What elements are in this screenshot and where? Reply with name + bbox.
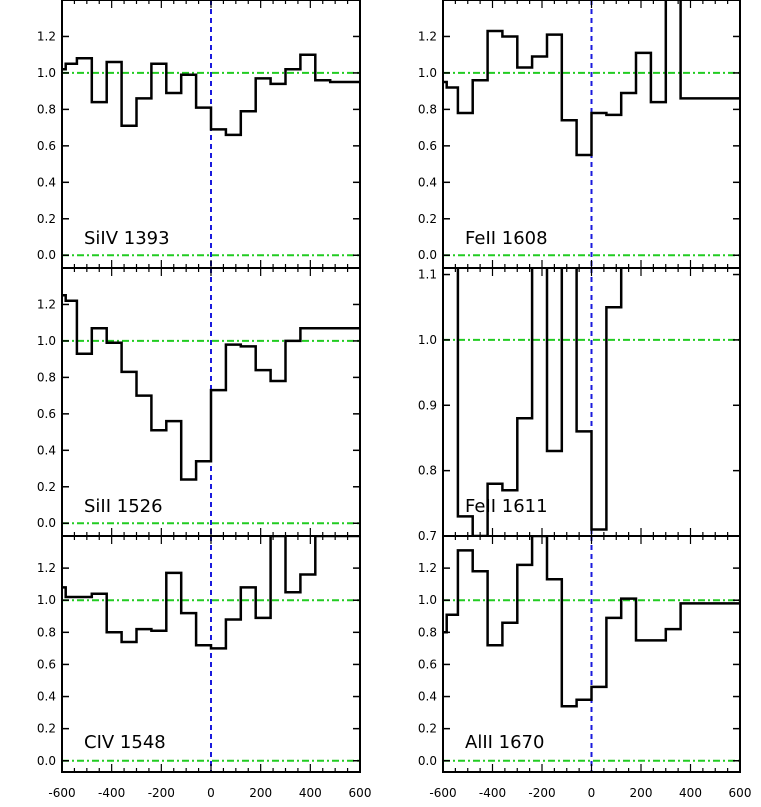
y-tick-label: 0.9 bbox=[418, 398, 437, 412]
x-tick-label: -200 bbox=[528, 786, 555, 800]
x-tick-label: -400 bbox=[479, 786, 506, 800]
x-tick-label: 600 bbox=[729, 786, 752, 800]
panel-label: AlII 1670 bbox=[465, 732, 544, 753]
y-tick-label: 0.6 bbox=[418, 657, 437, 671]
panel-4: 0.7 0.8 0.9 1.0 1.1 FeII 1611 bbox=[418, 267, 741, 543]
panel-label: SiII 1526 bbox=[84, 496, 163, 517]
y-tick-label: 0.6 bbox=[418, 139, 437, 153]
y-tick-label: 0.2 bbox=[37, 722, 56, 736]
y-tick-label: 1.0 bbox=[37, 334, 56, 348]
y-tick-label: 0.4 bbox=[418, 690, 437, 704]
spectrum-line bbox=[443, 0, 740, 157]
y-tick-label: 1.0 bbox=[37, 66, 56, 80]
y-tick-label: 0.4 bbox=[37, 690, 56, 704]
spectrum-line bbox=[62, 536, 360, 650]
x-tick-label: -600 bbox=[48, 786, 75, 800]
y-tick-label: 0.8 bbox=[418, 102, 437, 116]
panel-label: FeII 1608 bbox=[465, 228, 548, 249]
x-tick-label: 400 bbox=[679, 786, 702, 800]
panel-3: 0.0 0.2 0.4 0.6 0.8 1.0 1.2 SiII 1526 bbox=[37, 267, 361, 537]
y-tick-label: 0.6 bbox=[37, 407, 56, 421]
spectrum-line bbox=[62, 53, 360, 137]
y-tick-label: 0.8 bbox=[37, 370, 56, 384]
y-tick-label: 1.2 bbox=[37, 297, 56, 311]
x-tick-label: -200 bbox=[148, 786, 175, 800]
spectrum-line bbox=[62, 294, 360, 481]
panel-6: 0.0 0.2 0.4 0.6 0.8 1.0 1.2 -600 -400 -200 0 200 400… bbox=[418, 535, 752, 800]
y-tick-label: 1.2 bbox=[37, 561, 56, 575]
y-tick-label: 1.2 bbox=[418, 29, 437, 43]
y-tick-label: 0.0 bbox=[37, 248, 56, 262]
y-tick-label: 0.2 bbox=[418, 212, 437, 226]
spectrum-line bbox=[443, 536, 740, 708]
panel-2: 0.0 0.2 0.4 0.6 0.8 1.0 1.2 FeII 1608 bbox=[418, 0, 741, 269]
y-tick-label: 0.0 bbox=[37, 754, 56, 768]
x-tick-label: 200 bbox=[249, 786, 272, 800]
y-tick-label: 1.0 bbox=[37, 593, 56, 607]
y-tick-label: 0.4 bbox=[37, 443, 56, 457]
y-tick-label: 0.0 bbox=[418, 248, 437, 262]
x-tick-label: -600 bbox=[429, 786, 456, 800]
y-tick-label: 0.7 bbox=[418, 529, 437, 543]
y-tick-label: 1.0 bbox=[418, 593, 437, 607]
panel-1: 0.0 0.2 0.4 0.6 0.8 1.0 1.2 SiIV 1393 bbox=[37, 0, 361, 269]
y-tick-label: 0.2 bbox=[37, 480, 56, 494]
x-tick-label: 0 bbox=[207, 786, 215, 800]
y-tick-label: 0.8 bbox=[418, 464, 437, 478]
panel-5: 0.0 0.2 0.4 0.6 0.8 1.0 1.2 -600 -400 -200 0 200 400… bbox=[37, 535, 372, 800]
y-tick-label: 0.8 bbox=[37, 625, 56, 639]
y-tick-label: 1.1 bbox=[418, 268, 437, 282]
y-tick-label: 0.6 bbox=[37, 657, 56, 671]
x-tick-label: 600 bbox=[349, 786, 372, 800]
y-tick-label: 0.2 bbox=[37, 212, 56, 226]
y-tick-label: 1.2 bbox=[418, 561, 437, 575]
y-tick-label: 0.0 bbox=[418, 754, 437, 768]
y-tick-label: 0.4 bbox=[418, 175, 437, 189]
panel-label: CIV 1548 bbox=[84, 732, 166, 753]
y-tick-label: 0.8 bbox=[418, 625, 437, 639]
y-tick-label: 1.2 bbox=[37, 29, 56, 43]
x-tick-label: -400 bbox=[98, 786, 125, 800]
panel-label: SiIV 1393 bbox=[84, 228, 170, 249]
x-tick-label: 0 bbox=[588, 786, 596, 800]
x-tick-label: 200 bbox=[630, 786, 653, 800]
y-tick-label: 0.2 bbox=[418, 722, 437, 736]
y-tick-label: 0.0 bbox=[37, 516, 56, 530]
panel-label: FeII 1611 bbox=[465, 496, 548, 517]
spectrum-line bbox=[456, 268, 623, 536]
x-tick-label: 400 bbox=[299, 786, 322, 800]
y-tick-label: 0.8 bbox=[37, 102, 56, 116]
y-tick-label: 1.0 bbox=[418, 333, 437, 347]
y-tick-label: 1.0 bbox=[418, 66, 437, 80]
y-tick-label: 0.6 bbox=[37, 139, 56, 153]
y-tick-label: 0.4 bbox=[37, 175, 56, 189]
